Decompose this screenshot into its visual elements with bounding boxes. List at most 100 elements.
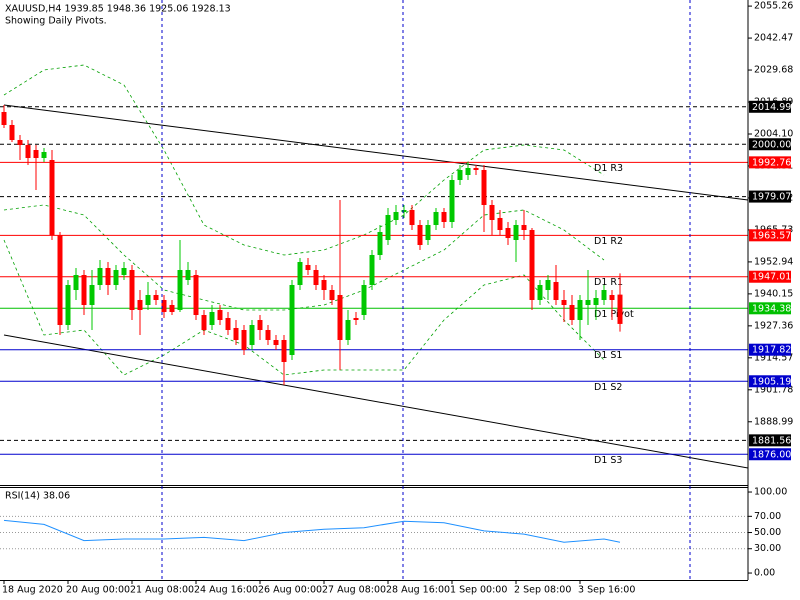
- candle-body: [553, 282, 559, 300]
- candle-body: [97, 268, 103, 285]
- x-tick-label: 2 Sep 08:00: [514, 585, 571, 596]
- candle-body: [521, 225, 527, 230]
- x-tick-label: 26 Aug 00:00: [258, 585, 322, 596]
- y-tick-label: 70.00: [754, 511, 781, 522]
- candle-body: [377, 232, 383, 255]
- candle-body: [185, 270, 191, 280]
- candle-body: [217, 310, 223, 320]
- rsi-title: RSI(14) 38.06: [5, 491, 70, 502]
- candle-body: [161, 300, 167, 312]
- candle-body: [201, 315, 207, 330]
- level-tag-label: 2014.99: [752, 102, 791, 113]
- candle-body: [473, 168, 479, 170]
- level-tag: [749, 270, 791, 283]
- level-tag-label: 1905.19: [752, 376, 791, 387]
- candle-body: [497, 218, 503, 230]
- candle-body: [345, 320, 351, 340]
- y-tick-label: 1927.36: [754, 320, 793, 331]
- candle-body: [153, 295, 159, 300]
- candle-body: [177, 270, 183, 310]
- candle-body: [617, 294, 623, 324]
- candle-body: [409, 210, 415, 225]
- level-tag: [749, 190, 791, 203]
- candle-body: [57, 235, 63, 325]
- y-tick-label: 2055.26: [754, 1, 793, 12]
- candle-body: [9, 125, 15, 140]
- y-tick-label: 30.00: [754, 543, 781, 554]
- candle-body: [601, 290, 607, 300]
- y-tick-label: 50.00: [754, 527, 781, 538]
- level-name: D1 R1: [594, 277, 623, 288]
- candle-body: [225, 318, 231, 330]
- candle-body: [257, 320, 263, 330]
- candle-body: [465, 168, 471, 175]
- candle-body: [233, 328, 239, 340]
- candle-body: [569, 305, 575, 320]
- y-tick-label: 1940.15: [754, 288, 793, 299]
- y-tick-label: 0.00: [754, 568, 775, 579]
- candle-body: [433, 212, 439, 225]
- candle-body: [585, 300, 591, 305]
- level-tag-label: 2000.00: [752, 139, 791, 150]
- bollinger-band: [3, 64, 605, 256]
- x-tick-label: 24 Aug 16:00: [194, 585, 258, 596]
- candle-body: [513, 225, 519, 240]
- candle-body: [369, 255, 375, 285]
- x-tick-label: 18 Aug 2020: [2, 585, 63, 596]
- x-tick-label: 27 Aug 08:00: [322, 585, 386, 596]
- y-tick-label: 100.00: [754, 487, 787, 498]
- level-tag-label: 1881.56: [752, 435, 791, 446]
- y-tick-label: 2004.10: [754, 129, 793, 140]
- trendline: [3, 104, 748, 201]
- candle-body: [73, 275, 79, 290]
- candle-body: [113, 270, 119, 285]
- rsi-plot: [0, 515, 748, 550]
- level-name: D1 R2: [594, 236, 623, 247]
- candle-body: [489, 205, 495, 220]
- candle-body: [321, 280, 327, 290]
- x-tick-label: 28 Aug 16:00: [386, 585, 450, 596]
- candle-body: [49, 160, 55, 235]
- trendline: [3, 334, 748, 469]
- level-name: D1 S1: [594, 350, 622, 361]
- candle-body: [361, 285, 367, 315]
- candle-body: [441, 212, 447, 222]
- level-name: D1 S3: [594, 455, 622, 466]
- candle-body: [65, 285, 71, 325]
- candle-body: [313, 270, 319, 285]
- candle-body: [241, 330, 247, 350]
- candle-body: [265, 330, 271, 340]
- candle-body: [353, 318, 359, 320]
- candle-body: [249, 325, 255, 345]
- level-tag-label: 1917.82: [752, 345, 791, 356]
- x-tick-label: 1 Sep 00:00: [450, 585, 507, 596]
- candle-body: [329, 290, 335, 300]
- bollinger-band: [3, 239, 605, 376]
- x-tick-label: 3 Sep 16:00: [578, 585, 635, 596]
- y-tick-label: 1888.99: [754, 416, 793, 427]
- candle-body: [593, 298, 599, 305]
- x-tick-label: 21 Aug 08:00: [130, 585, 194, 596]
- y-tick-label: 1914.57: [754, 352, 793, 363]
- level-tag: [749, 229, 791, 242]
- candle-body: [425, 225, 431, 240]
- y-tick-label: 1901.78: [754, 384, 793, 395]
- level-name: D1 S2: [594, 382, 622, 393]
- level-tag-label: 1979.07: [752, 192, 791, 203]
- candle-body: [337, 295, 343, 340]
- candle-body: [81, 275, 87, 305]
- candle-body: [609, 295, 615, 300]
- candle-body: [137, 300, 143, 310]
- candle-body: [25, 145, 31, 158]
- level-tag: [749, 138, 791, 151]
- candle-body: [385, 215, 391, 240]
- rsi-line: [3, 519, 621, 543]
- candle-body: [561, 300, 567, 305]
- candle-body: [401, 210, 407, 212]
- level-tag: [749, 343, 791, 356]
- candle-body: [1, 112, 7, 125]
- candle-body: [457, 170, 463, 180]
- candle-body: [281, 340, 287, 362]
